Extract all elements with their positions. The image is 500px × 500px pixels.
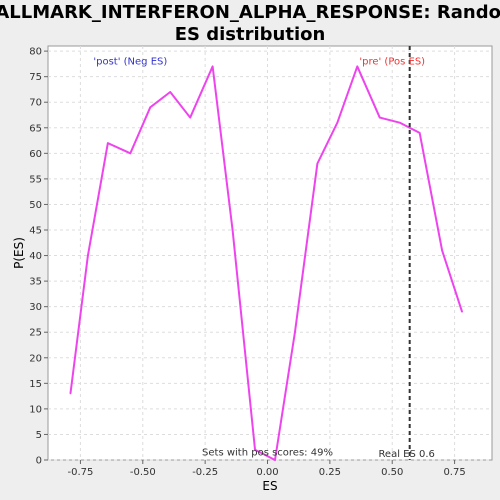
x-tick-label: -0.25 [192, 467, 218, 478]
data-point [336, 121, 339, 124]
y-tick-label: 30 [29, 302, 42, 313]
chart-title-line-2: ES distribution [175, 24, 326, 45]
data-point [169, 91, 172, 93]
chart-annotation: 'post' (Neg ES) [93, 56, 167, 67]
y-tick-label: 40 [29, 251, 42, 262]
data-point [378, 116, 381, 119]
chart-annotation: 'pre' (Pos ES) [359, 56, 425, 67]
y-tick-label: 65 [29, 123, 42, 134]
y-tick-label: 55 [29, 174, 42, 185]
reference-line-layer: Real ES 0.6 [378, 46, 435, 460]
data-point [69, 392, 72, 395]
x-axis-ticks: -0.75 -0.50 -0.25 0.00 0.25 0.50 0.75 [67, 460, 466, 478]
x-tick-label: 0.00 [256, 467, 278, 478]
es-distribution-line [69, 65, 464, 461]
grid-lines [48, 46, 492, 461]
x-tick-label: -0.50 [130, 467, 156, 478]
y-tick-label: 35 [29, 277, 42, 288]
data-point [254, 448, 256, 451]
data-point [129, 152, 132, 155]
y-tick-label: 75 [29, 72, 42, 83]
data-point [274, 459, 276, 461]
x-axis-label: ES [262, 479, 277, 493]
real-es-label: Real ES 0.6 [378, 449, 434, 460]
x-tick-label: 0.50 [381, 467, 403, 478]
y-tick-label: 25 [29, 328, 42, 339]
data-point [441, 249, 443, 252]
y-tick-label: 5 [36, 430, 42, 441]
y-axis-ticks: 0 5 10 15 20 25 30 35 40 45 50 55 60 65 70 75 80 [29, 47, 48, 467]
chart-annotation: Sets with pos scores: 49% [202, 447, 333, 458]
data-point [461, 310, 463, 313]
y-tick-label: 15 [29, 379, 42, 390]
x-tick-label: -0.75 [67, 467, 93, 478]
x-tick-label: 0.25 [319, 467, 341, 478]
y-axis-label: P(ES) [12, 237, 26, 269]
data-point [418, 132, 421, 134]
data-point [316, 162, 319, 165]
data-point [149, 106, 152, 109]
y-tick-label: 50 [29, 200, 42, 211]
data-point [231, 229, 234, 231]
data-point [398, 121, 401, 124]
y-tick-label: 45 [29, 226, 42, 237]
y-tick-label: 20 [29, 353, 42, 364]
data-point [294, 331, 296, 334]
y-tick-label: 60 [29, 149, 42, 160]
chart-title-line-1: HALLMARK_INTERFERON_ALPHA_RESPONSE: Rand… [0, 2, 500, 23]
data-point [356, 65, 359, 68]
y-tick-label: 80 [29, 47, 42, 58]
data-point [211, 65, 214, 68]
series-layer [69, 65, 464, 461]
annotation-layer: 'post' (Neg ES) 'pre' (Pos ES) Sets with p… [93, 56, 425, 458]
plot-area [47, 45, 493, 461]
data-point [87, 254, 89, 257]
y-tick-label: 0 [36, 456, 42, 467]
y-tick-label: 10 [29, 404, 42, 415]
data-point [189, 116, 191, 119]
y-tick-label: 70 [29, 98, 42, 109]
x-tick-label: 0.75 [443, 467, 465, 478]
data-point [107, 142, 109, 144]
